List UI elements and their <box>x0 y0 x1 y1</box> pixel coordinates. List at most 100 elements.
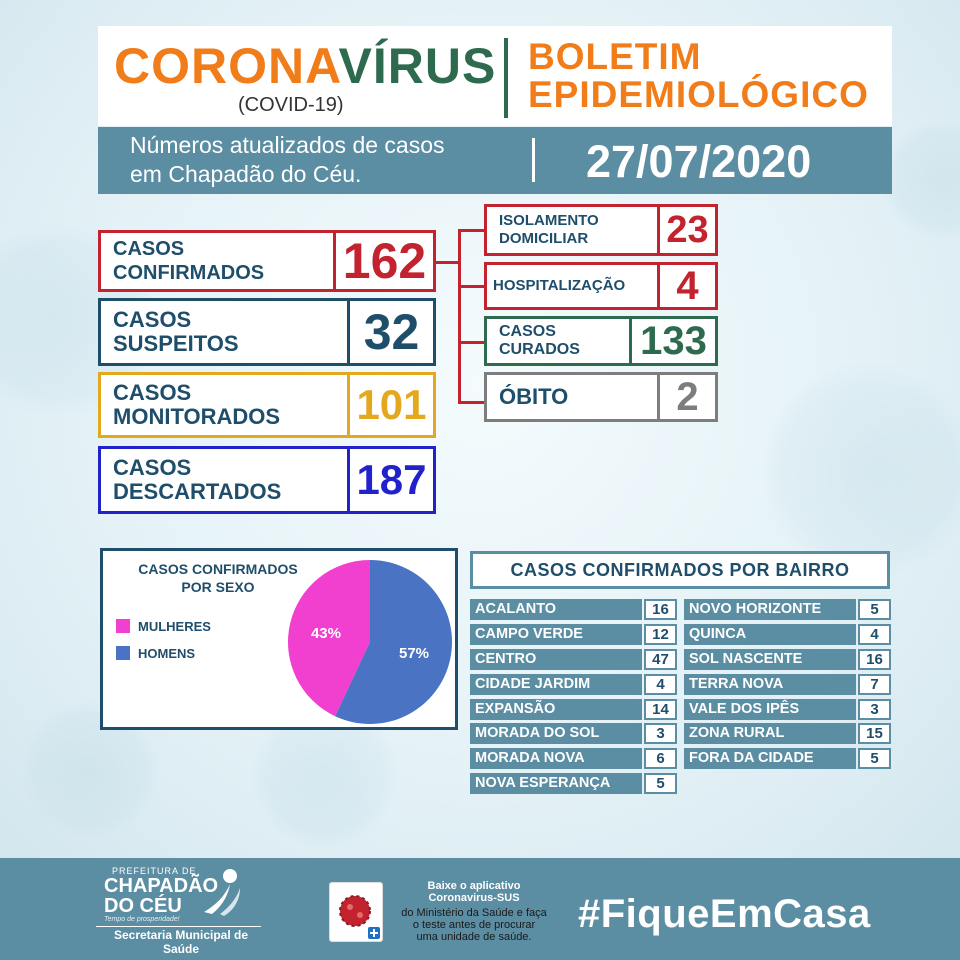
neighborhood-name: QUINCA <box>684 624 856 645</box>
city-tagline: Tempo de prosperidade! <box>104 916 180 923</box>
neighborhood-table-title: CASOS CONFIRMADOS POR BAIRRO <box>470 551 890 589</box>
neighborhood-name: EXPANSÃO <box>470 699 642 720</box>
neighborhood-name: CAMPO VERDE <box>470 624 642 645</box>
stat-recovered-value: 133 <box>629 319 715 363</box>
secretariat-line: Saúde <box>162 942 199 956</box>
neighborhood-count: 12 <box>644 624 677 645</box>
pie-label-mulheres: 43% <box>311 625 341 642</box>
connector-line <box>458 285 484 288</box>
info-bar <box>98 127 892 194</box>
stat-home-isolation-label: ISOLAMENTO DOMICILIAR <box>487 207 657 253</box>
info-bar-line-2: em Chapadão do Céu. <box>130 161 362 187</box>
city-logo-text: CHAPADÃO DO CÉU <box>104 876 218 916</box>
neighborhood-count: 16 <box>858 649 891 670</box>
app-text-line: uma unidade de saúde. <box>416 931 532 943</box>
stat-label-line: CASOS <box>499 323 556 340</box>
stat-hospitalization-label: HOSPITALIZAÇÃO <box>493 277 626 294</box>
stat-label-line: CURADOS <box>499 341 580 358</box>
legend-swatch-women <box>116 619 130 633</box>
neighborhood-count: 4 <box>644 674 677 695</box>
neighborhood-count: 6 <box>644 748 677 769</box>
city-name-line: CHAPADÃO <box>104 875 219 897</box>
neighborhood-name: CIDADE JARDIM <box>470 674 642 695</box>
sex-pie-chart: 43% 57% <box>288 560 452 724</box>
app-download-message: Baixe o aplicativo Coronavirus-SUS do Mi… <box>388 880 560 943</box>
neighborhood-count: 5 <box>858 748 891 769</box>
stat-label-line: ISOLAMENTO <box>499 212 599 229</box>
stay-home-hashtag: #FiqueEmCasa <box>578 892 871 936</box>
stat-label-line: CASOS <box>113 455 192 480</box>
city-logo-icon <box>204 869 240 916</box>
neighborhood-name: TERRA NOVA <box>684 674 856 695</box>
neighborhood-count: 5 <box>644 773 677 794</box>
coronavirus-app-icon <box>329 882 383 942</box>
bulletin-line-2: EPIDEMIOLÓGICO <box>528 74 869 115</box>
stat-suspected-value: 32 <box>347 301 433 363</box>
legend-swatch-men <box>116 646 130 660</box>
info-bar-divider <box>532 138 535 182</box>
page-subtitle: (COVID-19) <box>238 94 344 116</box>
pie-label-homens: 57% <box>399 645 429 662</box>
stat-home-isolation-value: 23 <box>657 207 715 253</box>
footer-divider <box>96 926 261 927</box>
connector-line <box>458 229 461 404</box>
prefecture-label: PREFEITURA DE <box>112 866 197 876</box>
neighborhood-name: CENTRO <box>470 649 642 670</box>
stat-deaths-label: ÓBITO <box>499 384 569 409</box>
stat-confirmed-value: 162 <box>333 233 433 289</box>
background-virus-decoration <box>880 120 960 240</box>
title-divider <box>504 38 508 118</box>
stat-label-line: CONFIRMADOS <box>113 262 265 284</box>
legend-label-men: HOMENS <box>138 646 196 661</box>
pie-slice-mulheres <box>288 560 370 717</box>
title-corona: CORONA <box>114 38 339 94</box>
neighborhood-count: 15 <box>858 723 891 744</box>
stat-label-line: CASOS <box>113 380 192 405</box>
city-name-line: DO CÉU <box>104 895 182 917</box>
sex-chart-title-line: POR SEXO <box>181 579 255 595</box>
bulletin-date: 27/07/2020 <box>586 136 812 187</box>
neighborhood-name: ZONA RURAL <box>684 723 856 744</box>
neighborhood-count: 3 <box>644 723 677 744</box>
info-bar-line-1: Números atualizados de casos <box>130 132 445 158</box>
sex-chart-title: CASOS CONFIRMADOS POR SEXO <box>108 560 328 596</box>
neighborhood-name: NOVO HORIZONTE <box>684 599 856 620</box>
app-text-line: Baixe o aplicativo <box>427 880 521 892</box>
neighborhood-name: ACALANTO <box>470 599 642 620</box>
neighborhood-name: FORA DA CIDADE <box>684 748 856 769</box>
header-panel <box>98 26 892 126</box>
stat-discarded-value: 187 <box>347 449 433 511</box>
page-title: CORONAVÍRUS <box>114 38 496 94</box>
neighborhood-name: SOL NASCENTE <box>684 649 856 670</box>
connector-line <box>458 401 484 404</box>
health-secretariat: Secretaria Municipal de Saúde <box>96 928 266 956</box>
stat-label-line: CASOS <box>113 238 185 260</box>
stat-monitored-value: 101 <box>347 375 433 435</box>
neighborhood-name: NOVA ESPERANÇA <box>470 773 642 794</box>
stat-confirmed-label: CASOS CONFIRMADOS <box>101 233 333 289</box>
neighborhood-count: 4 <box>858 624 891 645</box>
stat-recovered: CASOS CURADOS 133 <box>484 316 718 366</box>
neighborhood-count: 7 <box>858 674 891 695</box>
sex-chart-title-line: CASOS CONFIRMADOS <box>138 561 298 577</box>
connector-line <box>458 229 484 232</box>
neighborhood-name: VALE DOS IPÊS <box>684 699 856 720</box>
connector-line <box>436 261 460 264</box>
app-text-line: do Ministério da Saúde e faça <box>401 907 547 919</box>
neighborhood-name: MORADA DO SOL <box>470 723 642 744</box>
stat-label-line: CASOS <box>113 307 192 332</box>
title-virus: VÍRUS <box>338 38 497 94</box>
app-text-line: Coronavirus-SUS <box>428 892 520 904</box>
stat-deaths: ÓBITO 2 <box>484 372 718 422</box>
neighborhood-count: 3 <box>858 699 891 720</box>
connector-line <box>458 341 484 344</box>
stat-hospitalization: HOSPITALIZAÇÃO 4 <box>484 262 718 310</box>
stat-monitored-label: CASOS MONITORADOS <box>101 375 347 435</box>
bulletin-line-1: BOLETIM <box>528 36 702 77</box>
neighborhood-count: 16 <box>644 599 677 620</box>
stat-home-isolation: ISOLAMENTO DOMICILIAR 23 <box>484 204 718 256</box>
stat-confirmed: CASOS CONFIRMADOS 162 <box>98 230 436 292</box>
secretariat-line: Secretaria Municipal de <box>113 928 249 942</box>
stat-label-line: DOMICILIAR <box>499 230 589 247</box>
stat-label-line: DESCARTADOS <box>113 479 282 504</box>
